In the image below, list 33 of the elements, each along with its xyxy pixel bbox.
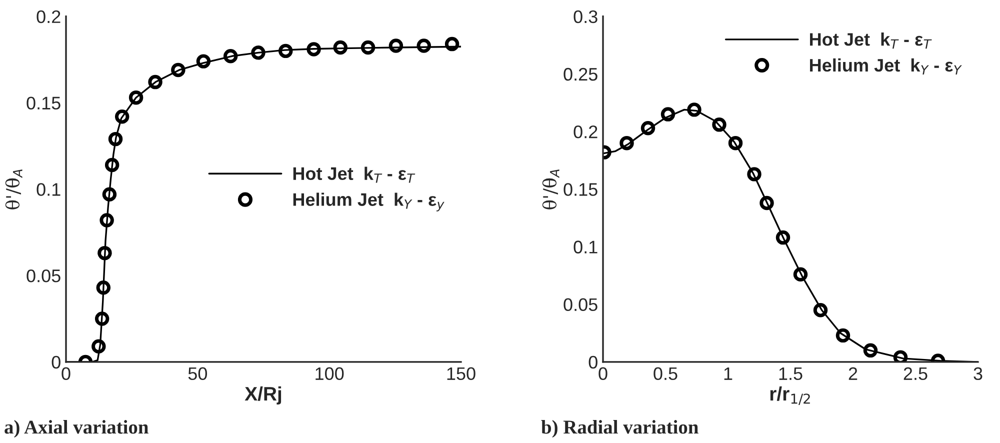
x-tick-label: 0 <box>62 367 70 380</box>
x-tick-label: 50 <box>188 367 208 380</box>
x-tick-label: 0.5 <box>654 367 678 380</box>
x-tick-label: 1.5 <box>779 367 802 380</box>
x-tick-label: 3 <box>974 367 982 380</box>
y-tick-label: 0.05 <box>26 269 60 282</box>
text: a) Axial variation <box>4 420 148 438</box>
legend-label: Hot Jet k$_{T}$ - ε$_{T}$ <box>293 166 416 183</box>
legend-label: Hot Jet k$_{T}$ - ε$_{T}$ <box>810 32 932 49</box>
y-tick-label: 0.15 <box>26 96 60 110</box>
x-axis-title: X/Rj <box>244 386 282 405</box>
x-axis-title: r/r$_{1/2}$ <box>770 386 810 405</box>
y-tick-label: 0 <box>588 356 598 369</box>
y-tick-label: 0.05 <box>564 298 598 312</box>
y-tick-label: 0 <box>52 356 60 369</box>
x-tick-label: 2.5 <box>904 367 928 380</box>
y-tick-label: 0.3 <box>574 10 598 24</box>
x-tick-label: 1 <box>724 367 732 380</box>
legend-label: Helium Jet k$_{Y}$ - ε$_{y}$ <box>293 192 444 212</box>
y-axis-title: θ'/θ$_{A}$ <box>542 170 560 210</box>
y-tick-label: 0.1 <box>36 183 60 196</box>
y-axis-title: θ'/θ$_{A}$ <box>5 170 22 210</box>
y-tick-label: 0.1 <box>574 240 598 254</box>
y-tick-label: 0.25 <box>564 68 598 81</box>
x-tick-label: 150 <box>447 367 476 380</box>
y-tick-label: 0.2 <box>36 10 60 24</box>
x-tick-label: 100 <box>316 367 344 380</box>
text: b) Radial variation <box>541 420 698 438</box>
y-tick-label: 0.15 <box>564 183 598 196</box>
y-tick-label: 0.2 <box>574 126 598 138</box>
legend-label: Helium Jet k$_{Y}$ - ε$_{Y}$ <box>810 58 962 74</box>
x-tick-label: 2 <box>848 367 858 380</box>
x-tick-label: 0 <box>598 367 608 380</box>
